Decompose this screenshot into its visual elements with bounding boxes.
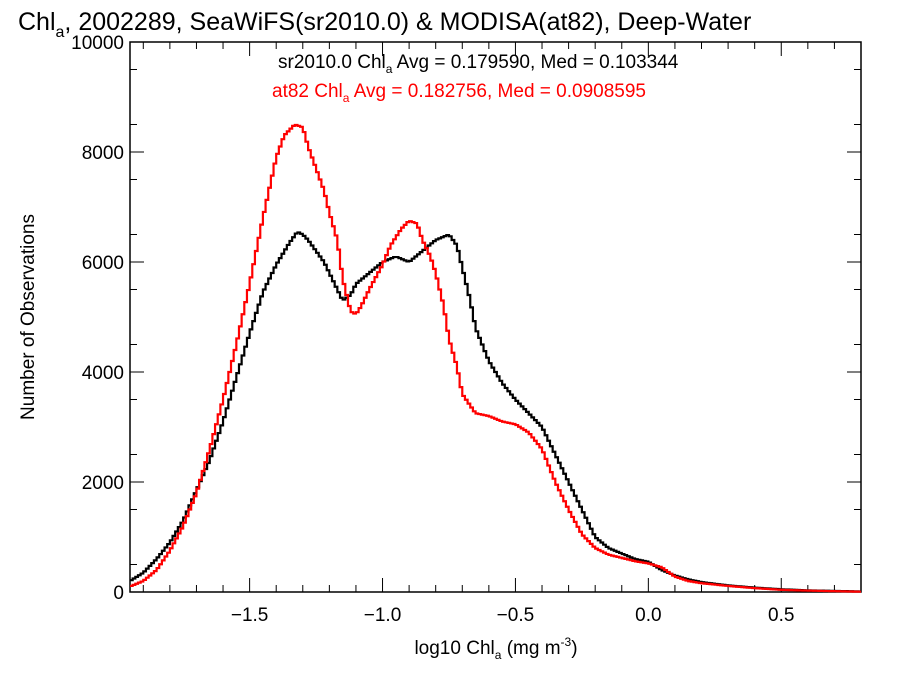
legend-entry-black: sr2010.0 Chla Avg = 0.179590, Med = 0.10…: [278, 52, 679, 76]
legend-red-subscript: a: [343, 91, 350, 105]
y-tick-label: 0: [113, 583, 124, 604]
x-tick-label: −0.5: [497, 605, 535, 626]
y-tick-label: 8000: [82, 143, 124, 164]
xlabel-superscript: -3: [561, 635, 572, 649]
x-tick-label: −1.5: [231, 605, 269, 626]
title-prefix: Chl: [18, 8, 56, 36]
series-line-1: [130, 123, 861, 593]
legend-red-prefix: at82 Chl: [272, 81, 343, 102]
legend-red-rest: Avg = 0.182756, Med = 0.0908595: [349, 81, 646, 102]
plot-frame: [129, 41, 862, 593]
y-tick-label: 10000: [71, 33, 124, 54]
xlabel-prefix: log10 Chl: [414, 638, 494, 659]
axis-ticks: −1.5 −1.0 −0.5 0.0 0.5 0 2000 4000 6000 8000 10000: [71, 33, 862, 626]
chart-title: Chla, 2002289, SeaWiFS(sr2010.0) & MODIS…: [18, 8, 751, 41]
x-tick-label: 0.5: [768, 605, 794, 626]
series-line-0: [130, 231, 861, 593]
xlabel-suffix: ): [571, 638, 577, 659]
title-rest: , 2002289, SeaWiFS(sr2010.0) & MODISA(at…: [64, 8, 751, 36]
title-subscript: a: [56, 24, 65, 41]
series-layer: [130, 123, 861, 593]
y-tick-label: 2000: [82, 473, 124, 494]
legend-black-rest: Avg = 0.179590, Med = 0.103344: [392, 52, 678, 73]
y-tick-label: 6000: [82, 253, 124, 274]
legend-entry-red: at82 Chla Avg = 0.182756, Med = 0.090859…: [272, 81, 646, 105]
x-axis-label: log10 Chla (mg m-3): [414, 635, 577, 662]
y-axis-label: Number of Observations: [18, 214, 39, 420]
legend-black-subscript: a: [386, 62, 393, 76]
legend-black-prefix: sr2010.0 Chl: [278, 52, 386, 73]
y-tick-label: 4000: [82, 363, 124, 384]
x-tick-label: 0.0: [635, 605, 661, 626]
x-tick-label: −1.0: [364, 605, 402, 626]
xlabel-subscript: a: [495, 648, 502, 662]
xlabel-mid: (mg m: [501, 638, 560, 659]
